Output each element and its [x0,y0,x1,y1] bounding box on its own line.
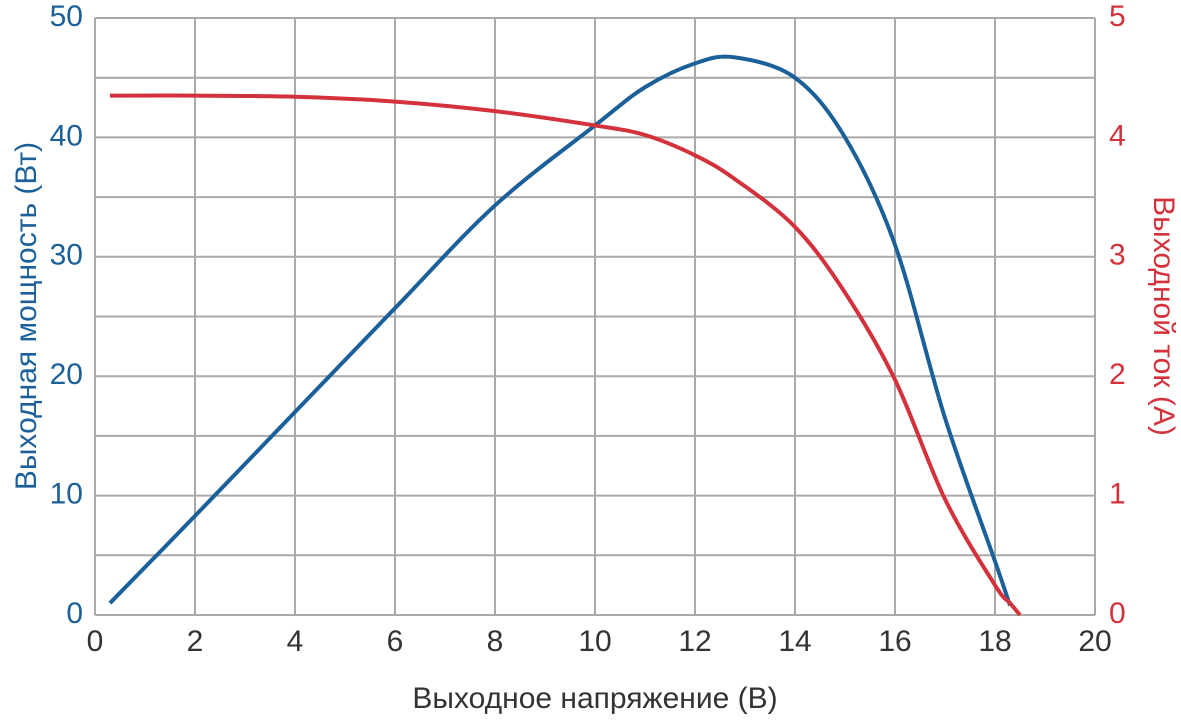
x-tick-label: 18 [978,625,1011,658]
data-line [109,93,1022,617]
y-tick-label: 0 [66,597,83,630]
y-tick-label: 30 [50,239,83,272]
y2-axis-label: Выходной ток (А) [1147,196,1180,436]
y-axis-label: Выходная мощность (Вт) [10,142,43,490]
x-tick-label: 10 [578,625,611,658]
y2-tick-label: 2 [1109,358,1126,391]
x-tick-label: 2 [187,625,204,658]
data-line [108,54,1012,607]
y2-tick-label: 0 [1109,597,1126,630]
x-tick-label: 6 [387,625,404,658]
x-axis-label: Выходное напряжение (В) [412,682,777,715]
x-tick-label: 0 [87,625,104,658]
y2-tick-label: 5 [1109,0,1126,33]
x-tick-label: 20 [1078,625,1111,658]
y2-tick-label: 4 [1109,119,1126,152]
y-tick-label: 20 [50,358,83,391]
y2-tick-label: 3 [1109,239,1126,272]
y-tick-label: 40 [50,119,83,152]
y-tick-label: 50 [50,0,83,33]
y2-tick-label: 1 [1109,478,1126,511]
y-tick-label: 10 [50,478,83,511]
x-tick-label: 14 [778,625,811,658]
x-tick-label: 16 [878,625,911,658]
x-tick-label: 8 [487,625,504,658]
x-tick-label: 4 [287,625,304,658]
x-tick-label: 12 [678,625,711,658]
